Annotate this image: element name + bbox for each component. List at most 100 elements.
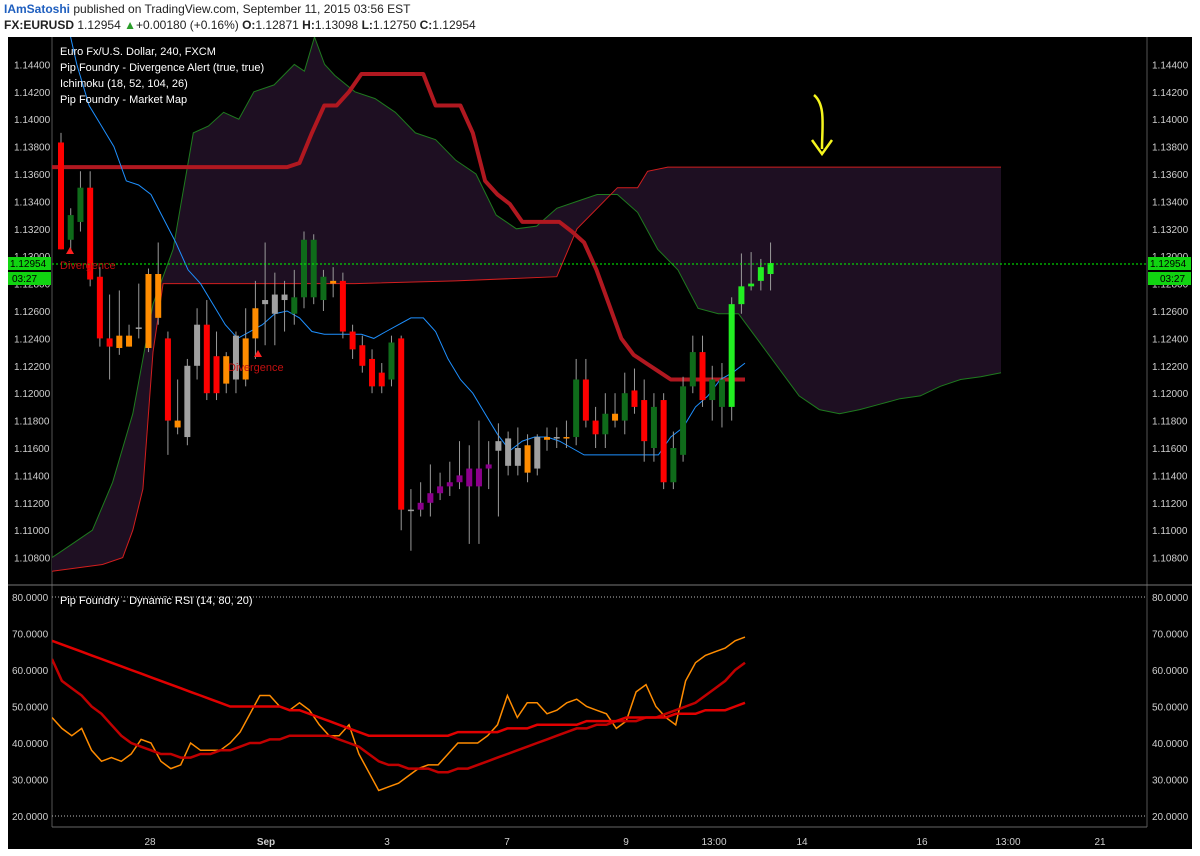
candle[interactable] (281, 280, 288, 332)
up-triangle-icon: ▲ (124, 18, 136, 32)
candle[interactable] (242, 308, 249, 387)
candle[interactable] (641, 379, 648, 462)
candle[interactable] (135, 283, 142, 339)
candle[interactable] (407, 489, 414, 551)
candle[interactable] (96, 267, 103, 347)
candle-body (116, 335, 123, 348)
candle[interactable] (767, 242, 774, 291)
candle[interactable] (184, 358, 191, 446)
symbol[interactable]: FX:EURUSD (4, 18, 75, 32)
candle[interactable] (446, 461, 453, 496)
candle-body (310, 239, 317, 298)
candle[interactable] (680, 376, 687, 462)
candle[interactable] (155, 242, 162, 325)
candle[interactable] (310, 234, 317, 305)
candle[interactable] (495, 423, 502, 517)
time-tick-label: 16 (916, 837, 928, 848)
candle[interactable] (398, 335, 405, 531)
candle[interactable] (592, 406, 599, 448)
price-tick-label-left: 1.14400 (14, 60, 51, 71)
candle[interactable] (437, 472, 444, 501)
close-value: 1.12954 (432, 18, 476, 32)
rsi-tick-label-left: 40.0000 (12, 739, 49, 750)
candle[interactable] (427, 464, 434, 517)
candle[interactable] (748, 252, 755, 291)
price-tick-label-left: 1.11800 (14, 417, 50, 428)
candle[interactable] (699, 335, 706, 407)
candle[interactable] (378, 363, 385, 394)
candle[interactable] (330, 267, 337, 298)
candle[interactable] (58, 132, 64, 250)
price-tick-label-left: 1.11000 (14, 526, 50, 537)
candle[interactable] (145, 268, 152, 353)
candle[interactable] (505, 431, 512, 476)
candle[interactable] (631, 368, 638, 414)
price-change: +0.00180 (+0.16%) (135, 18, 239, 32)
candle[interactable] (232, 331, 239, 394)
candle[interactable] (164, 331, 171, 455)
candle[interactable] (670, 431, 677, 490)
candle[interactable] (223, 352, 230, 394)
candle[interactable] (475, 420, 482, 544)
candle[interactable] (388, 335, 395, 387)
candle[interactable] (369, 349, 376, 394)
candle[interactable] (262, 242, 269, 346)
candle[interactable] (203, 300, 210, 401)
candle[interactable] (349, 324, 356, 359)
candle[interactable] (417, 482, 424, 517)
candle[interactable] (534, 434, 541, 476)
candle[interactable] (544, 427, 550, 451)
candle[interactable] (718, 363, 725, 428)
candle[interactable] (709, 365, 716, 421)
candle-body (631, 390, 638, 407)
candle[interactable] (524, 434, 531, 483)
legend-rsi: Pip Foundry - Dynamic RSI (14, 80, 20) (60, 595, 253, 607)
candle[interactable] (582, 358, 589, 428)
candle[interactable] (359, 335, 366, 373)
chart-canvas[interactable]: 1.10800 1.10800 1.11000 1.11000 1.11200 1.112… (0, 37, 1200, 856)
author-link[interactable]: IAmSatoshi (4, 2, 71, 16)
ichimoku-span-a (52, 37, 1002, 559)
candle[interactable] (553, 427, 560, 448)
candle[interactable] (466, 445, 473, 544)
candle[interactable] (174, 379, 181, 435)
candle[interactable] (621, 372, 628, 435)
price-tick-label-left: 1.11600 (14, 444, 50, 455)
rsi-tick-label-right: 50.0000 (1152, 703, 1189, 714)
candle[interactable] (320, 269, 327, 311)
arrow-annotation-icon[interactable] (813, 94, 824, 150)
left-price-badge-text: 1.12954 (10, 259, 47, 270)
time-axis: 28 Sep 3 7 9 13:00 14 16 13:00 21 (144, 837, 1106, 848)
candle[interactable] (573, 358, 580, 446)
candle-body (524, 445, 531, 473)
price-tick-label-left: 1.11400 (14, 471, 50, 482)
candle[interactable] (456, 441, 463, 490)
candle[interactable] (660, 393, 667, 490)
candle[interactable] (116, 290, 123, 355)
candle[interactable] (106, 294, 113, 380)
candle[interactable] (563, 420, 570, 448)
candle[interactable] (252, 280, 259, 359)
candle[interactable] (514, 427, 521, 476)
candle[interactable] (650, 393, 657, 462)
candle[interactable] (213, 331, 220, 401)
candle-body (174, 420, 181, 428)
candle[interactable] (291, 269, 298, 325)
candle[interactable] (689, 335, 696, 394)
candle[interactable] (126, 324, 133, 347)
candle[interactable] (339, 272, 346, 339)
candle[interactable] (728, 297, 735, 421)
candle[interactable] (67, 208, 74, 254)
candle[interactable] (77, 171, 84, 232)
candle-body (573, 379, 580, 438)
low-label: L: (361, 18, 373, 32)
candle[interactable] (485, 441, 492, 490)
candle-body (223, 356, 230, 384)
candle[interactable] (612, 393, 619, 428)
candle-body (388, 342, 395, 380)
candle[interactable] (87, 171, 94, 287)
candle[interactable] (301, 231, 307, 309)
candle[interactable] (271, 272, 278, 346)
candle[interactable] (194, 308, 201, 380)
candle[interactable] (602, 393, 609, 448)
